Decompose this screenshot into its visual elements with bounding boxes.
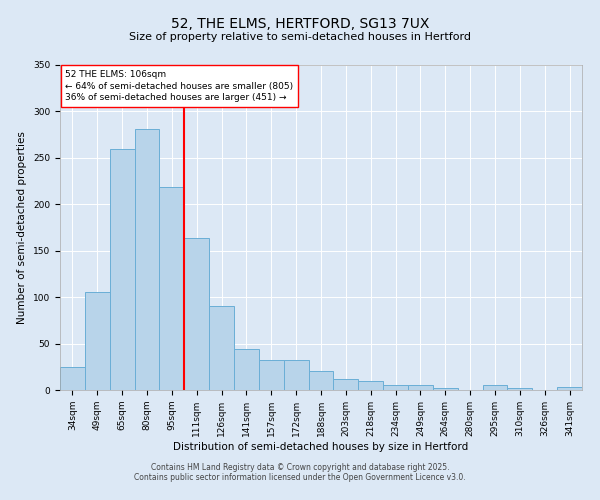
- Bar: [134, 129, 160, 390]
- Bar: [308, 372, 334, 390]
- Text: Contains HM Land Registry data © Crown copyright and database right 2025.: Contains HM Land Registry data © Crown c…: [151, 464, 449, 472]
- Bar: [358, 380, 383, 390]
- Text: Size of property relative to semi-detached houses in Hertford: Size of property relative to semi-detach…: [129, 32, 471, 42]
- Bar: [184, 238, 209, 390]
- Bar: [284, 360, 308, 390]
- Text: Contains public sector information licensed under the Open Government Licence v3: Contains public sector information licen…: [134, 474, 466, 482]
- Bar: [334, 379, 358, 390]
- Bar: [85, 292, 110, 390]
- Bar: [508, 388, 532, 390]
- Bar: [209, 306, 234, 390]
- Bar: [482, 386, 508, 390]
- Bar: [60, 367, 85, 390]
- Bar: [433, 388, 458, 390]
- Bar: [408, 386, 433, 390]
- Bar: [110, 148, 134, 390]
- Bar: [259, 360, 284, 390]
- Bar: [234, 349, 259, 390]
- Text: 52, THE ELMS, HERTFORD, SG13 7UX: 52, THE ELMS, HERTFORD, SG13 7UX: [171, 18, 429, 32]
- Bar: [383, 386, 408, 390]
- Text: 52 THE ELMS: 106sqm
← 64% of semi-detached houses are smaller (805)
36% of semi-: 52 THE ELMS: 106sqm ← 64% of semi-detach…: [65, 70, 293, 102]
- Bar: [557, 387, 582, 390]
- X-axis label: Distribution of semi-detached houses by size in Hertford: Distribution of semi-detached houses by …: [173, 442, 469, 452]
- Bar: [160, 186, 184, 390]
- Y-axis label: Number of semi-detached properties: Number of semi-detached properties: [17, 131, 28, 324]
